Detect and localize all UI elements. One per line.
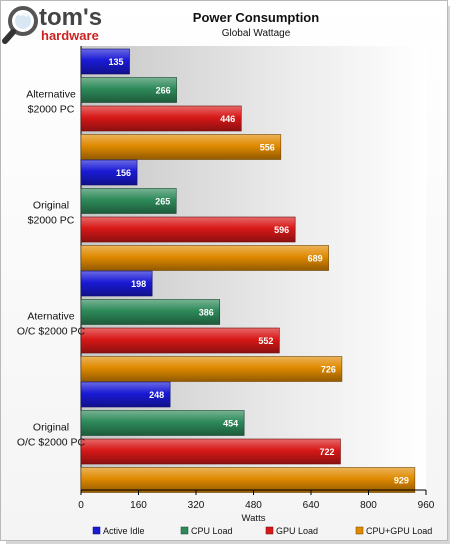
data-label: 596	[274, 225, 289, 235]
frame-shadow-right	[448, 6, 450, 544]
category-label-line: O/C $2000 PC	[17, 326, 86, 338]
legend: Active Idle CPU Load GPU Load CPU+GPU Load	[92, 526, 432, 536]
x-tick-label: 320	[188, 500, 205, 511]
category-labels: Alternative $2000 PC Original $2000 PC Atern…	[17, 89, 86, 449]
legend-label: GPU Load	[276, 526, 318, 536]
data-label: 386	[199, 308, 214, 318]
data-label: 722	[319, 447, 334, 457]
category-label-line: Alternative	[26, 89, 76, 101]
bar	[80, 467, 416, 493]
magnifier-logo-icon	[2, 6, 38, 44]
bar	[80, 356, 343, 382]
frame-shadow-bottom	[6, 541, 450, 544]
data-label: 156	[116, 168, 131, 178]
x-axis-title: Watts	[242, 513, 266, 524]
data-label: 929	[394, 476, 409, 486]
chart-title: Power Consumption	[192, 10, 320, 25]
bar	[80, 381, 171, 408]
bar	[80, 299, 221, 325]
data-label: 446	[220, 114, 235, 124]
bar	[80, 77, 177, 103]
category-label-line: Original	[33, 200, 69, 212]
legend-label: CPU+GPU Load	[366, 526, 432, 536]
legend-label: Active Idle	[103, 526, 145, 536]
data-label: 552	[258, 336, 273, 346]
category-label: Aternative O/C $2000 PC	[17, 311, 86, 338]
legend-swatch	[265, 526, 274, 535]
category-label: Original O/C $2000 PC	[17, 422, 86, 449]
bar	[80, 134, 282, 160]
data-label: 198	[131, 279, 146, 289]
data-label: 265	[155, 197, 170, 207]
legend-swatch	[180, 526, 189, 535]
data-label: 248	[149, 390, 164, 400]
bar	[80, 105, 242, 132]
bar	[80, 188, 177, 214]
bar	[80, 410, 245, 436]
bar	[80, 270, 153, 297]
legend-swatch	[92, 526, 101, 535]
x-tick-label: 640	[303, 500, 320, 511]
data-label: 135	[108, 57, 123, 67]
legend-swatch	[355, 526, 364, 535]
data-label: 556	[260, 143, 275, 153]
category-label-line: $2000 PC	[28, 215, 75, 227]
x-tick-label: 960	[418, 500, 435, 511]
category-label: Alternative $2000 PC	[26, 89, 76, 116]
category-label-line: Original	[33, 422, 69, 434]
x-tick-label: 800	[360, 500, 377, 511]
data-label: 454	[223, 419, 238, 429]
category-label-line: Aternative	[27, 311, 74, 323]
x-tick-label: 160	[130, 500, 147, 511]
x-axis: 0 160 320 480 640 800 960 Watts	[78, 489, 435, 524]
data-label: 689	[308, 254, 323, 264]
legend-label: CPU Load	[191, 526, 233, 536]
toms-hardware-logo: tom's hardware	[2, 4, 102, 44]
bar	[80, 48, 130, 75]
bar	[80, 245, 329, 271]
chart-subtitle: Global Wattage	[221, 28, 291, 39]
x-tick-label: 480	[245, 500, 262, 511]
bar	[80, 327, 280, 354]
x-tick-label: 0	[78, 500, 84, 511]
data-label: 726	[321, 365, 336, 375]
bar	[80, 216, 296, 243]
logo-name: tom's	[39, 4, 102, 31]
bars: 135 266 446 556 156 265 596 689 198 386 552 726 248 4…	[80, 48, 416, 493]
category-label-line: $2000 PC	[28, 104, 75, 116]
data-label: 266	[156, 86, 171, 96]
bar	[80, 159, 138, 186]
bar	[80, 438, 341, 465]
category-label: Original $2000 PC	[28, 200, 75, 227]
logo-sub: hardware	[41, 28, 99, 43]
category-label-line: O/C $2000 PC	[17, 437, 86, 449]
